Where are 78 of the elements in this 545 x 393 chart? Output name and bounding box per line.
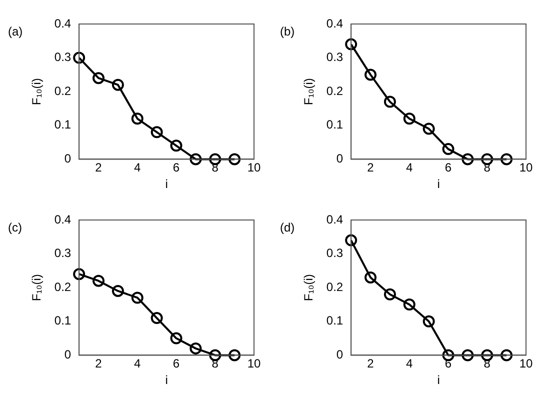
y-tick-label: 0.2 bbox=[326, 84, 344, 98]
y-tick-label: 0.4 bbox=[326, 16, 344, 30]
x-tick-label: 2 bbox=[367, 160, 374, 175]
point bbox=[500, 349, 513, 362]
point bbox=[442, 143, 454, 156]
point bbox=[131, 292, 144, 304]
x-tick-label: 10 bbox=[247, 356, 261, 371]
point bbox=[228, 153, 241, 166]
y-tick-label: 0.2 bbox=[54, 84, 72, 98]
chart-title: (c) bbox=[8, 220, 22, 234]
x-axis-title: i bbox=[165, 373, 168, 388]
point bbox=[228, 349, 241, 362]
point bbox=[384, 288, 396, 300]
x-tick-label: 2 bbox=[95, 356, 102, 371]
y-tick-label: 0 bbox=[64, 348, 72, 362]
point bbox=[73, 268, 86, 280]
y-tick-label: 0.3 bbox=[326, 246, 344, 260]
y-tick-label: 0.1 bbox=[54, 118, 72, 132]
x-tick-label: 10 bbox=[519, 160, 533, 175]
x-tick-label: 4 bbox=[134, 160, 142, 175]
point bbox=[150, 312, 163, 324]
point bbox=[190, 342, 202, 354]
x-tick-label: 2 bbox=[95, 160, 102, 175]
point bbox=[73, 52, 86, 64]
point bbox=[92, 274, 105, 287]
point bbox=[364, 68, 377, 81]
point bbox=[170, 140, 182, 152]
y-tick-label: 0.3 bbox=[54, 50, 72, 64]
x-tick-label: 10 bbox=[519, 356, 533, 371]
point bbox=[112, 284, 124, 297]
y-tick-label: 0 bbox=[336, 348, 344, 362]
y-tick-label: 0.2 bbox=[326, 280, 344, 294]
chart-title: (d) bbox=[280, 220, 295, 234]
point bbox=[345, 38, 358, 50]
x-tick-label: 4 bbox=[406, 356, 414, 371]
x-axis-title: i bbox=[437, 373, 440, 388]
y-axis-title: F₁₀(i) bbox=[302, 78, 316, 106]
y-axis-title: F₁₀(i) bbox=[30, 78, 44, 106]
point bbox=[462, 153, 474, 166]
y-tick-label: 0.4 bbox=[54, 212, 72, 226]
point bbox=[345, 234, 358, 246]
y-tick-label: 0.2 bbox=[54, 280, 72, 294]
point bbox=[462, 349, 474, 362]
point bbox=[150, 126, 163, 138]
point bbox=[131, 112, 144, 125]
y-axis-title: F₁₀(i) bbox=[30, 274, 44, 302]
x-axis-title: i bbox=[437, 177, 440, 192]
x-tick-label: 6 bbox=[444, 160, 452, 175]
y-tick-label: 0 bbox=[64, 152, 72, 166]
point bbox=[422, 315, 435, 328]
x-tick-label: 6 bbox=[172, 356, 180, 371]
x-tick-label: 4 bbox=[134, 356, 142, 371]
x-tick-label: 2 bbox=[367, 356, 374, 371]
point bbox=[403, 112, 416, 125]
chart-title: (a) bbox=[8, 24, 23, 38]
point bbox=[170, 332, 182, 344]
point bbox=[422, 122, 435, 135]
point bbox=[190, 153, 202, 166]
x-tick-label: 6 bbox=[172, 160, 180, 175]
y-tick-label: 0.3 bbox=[54, 246, 72, 260]
y-tick-label: 0 bbox=[336, 152, 344, 166]
chart-title: (b) bbox=[280, 24, 295, 38]
point bbox=[384, 96, 396, 108]
y-tick-label: 0.4 bbox=[326, 212, 344, 226]
point bbox=[92, 72, 105, 84]
y-axis-title: F₁₀(i) bbox=[302, 274, 316, 302]
y-tick-label: 0.3 bbox=[326, 50, 344, 64]
point bbox=[500, 153, 513, 166]
x-axis-title: i bbox=[165, 177, 168, 192]
point bbox=[403, 298, 416, 310]
x-tick-label: 10 bbox=[247, 160, 261, 175]
point bbox=[112, 78, 124, 91]
y-tick-label: 0.1 bbox=[54, 314, 72, 328]
point bbox=[364, 271, 377, 284]
y-tick-label: 0.1 bbox=[326, 314, 344, 328]
y-tick-label: 0.1 bbox=[326, 118, 344, 132]
y-tick-label: 0.4 bbox=[54, 16, 72, 30]
x-tick-label: 4 bbox=[406, 160, 414, 175]
